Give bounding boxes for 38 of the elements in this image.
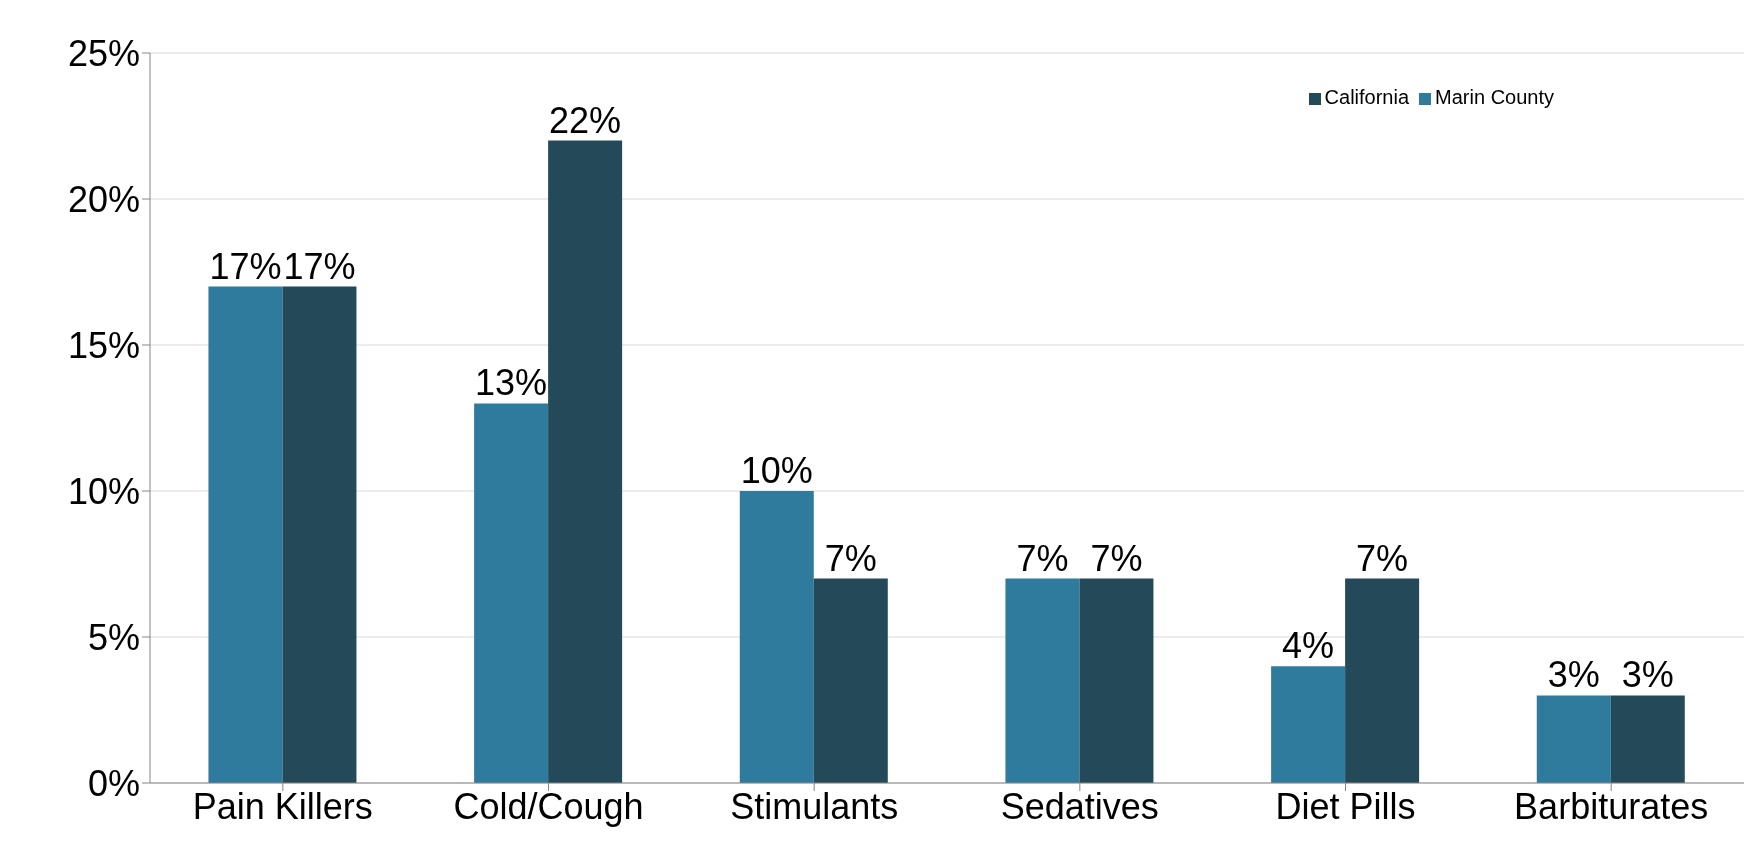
data-label: 7% xyxy=(1016,537,1069,579)
data-label: 10% xyxy=(740,450,813,491)
y-tick-label: 20% xyxy=(67,178,140,220)
bar xyxy=(474,403,549,783)
x-tick-label: Cold/Cough xyxy=(453,785,644,827)
bar xyxy=(1536,695,1611,783)
bar xyxy=(1610,695,1685,783)
y-tick-label: 15% xyxy=(67,324,140,366)
bar xyxy=(282,286,357,783)
data-label: 7% xyxy=(1356,537,1409,579)
data-label: 13% xyxy=(475,362,548,404)
bar xyxy=(1079,578,1154,783)
y-tick-label: 0% xyxy=(87,762,140,804)
data-label: 7% xyxy=(824,537,877,579)
x-tick-label: Stimulants xyxy=(730,785,899,827)
legend-label: Marin County xyxy=(1435,86,1554,108)
bar xyxy=(1271,666,1346,783)
y-tick-label: 25% xyxy=(67,32,140,74)
data-label: 17% xyxy=(283,245,356,287)
bar xyxy=(739,491,814,783)
bar xyxy=(208,286,283,783)
data-label: 4% xyxy=(1282,625,1335,667)
bar xyxy=(1005,578,1080,783)
y-tick-label: 5% xyxy=(87,616,140,658)
bar xyxy=(813,578,888,783)
x-tick-label: Barbiturates xyxy=(1514,785,1709,827)
data-label: 3% xyxy=(1621,654,1674,696)
bar xyxy=(1345,578,1420,783)
data-label: 3% xyxy=(1547,654,1600,696)
y-tick-label: 10% xyxy=(67,470,140,512)
bar xyxy=(548,140,623,783)
legend-label: California xyxy=(1324,86,1410,108)
data-label: 17% xyxy=(209,245,282,287)
data-label: 22% xyxy=(549,99,622,141)
x-tick-label: Diet Pills xyxy=(1275,785,1416,827)
x-tick-label: Sedatives xyxy=(1000,785,1159,827)
x-tick-label: Pain Killers xyxy=(192,785,373,827)
data-label: 7% xyxy=(1090,537,1143,579)
